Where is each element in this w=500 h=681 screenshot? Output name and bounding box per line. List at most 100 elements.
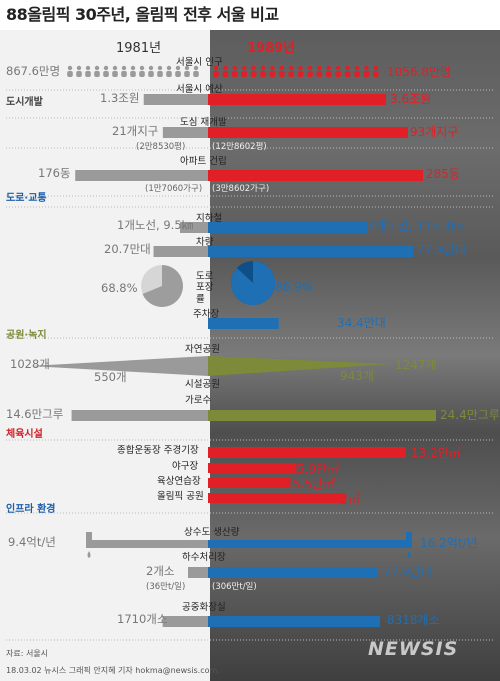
pipe-1981 [88,540,208,548]
bar-1989-16 [208,567,378,578]
year-right: 1989년 [247,41,296,56]
value-water-1989: 16.2억t/년 [420,536,478,550]
person-icon [242,65,247,71]
person-icon [130,71,136,77]
value-stadium-1989: 13.2만㎡ [411,446,461,460]
person-icon [354,65,360,71]
person-icon [223,65,228,71]
person-icon [139,65,145,71]
person-icon [336,65,341,71]
person-icon [270,65,275,71]
value-toilets-1989: 8318개소 [387,613,440,627]
person-icon [121,65,127,71]
value-sewage-1989: 77.9만대 [383,565,432,579]
label-toilets: 공중화장실 [182,602,226,613]
left-background [0,30,210,681]
bar-1989-12 [208,463,297,473]
label-redevelopment: 도심 재개발 [180,117,227,128]
value-facility-park-1989: 943개 [340,369,374,383]
year-left: 1981년 [116,41,162,56]
pie-paving-1989 [230,261,275,306]
section-road: 도로·교통 [6,193,47,204]
person-icon [345,65,350,71]
value-budget-1989: 3.6조원 [390,92,432,106]
person-icon [193,65,199,71]
person-icon [326,65,331,71]
person-icon [184,71,190,77]
person-icon [251,65,256,71]
person-icon [193,71,199,77]
value-sewage-1981: 2개소 [146,564,175,578]
sub-sewage-1989: (306만t/일) [212,582,257,592]
sub-sewage-1981: (36만t/일) [146,582,186,592]
sub-redevelopment-1981: (2만8530평) [136,142,186,152]
person-icon [232,65,237,71]
bar-1989-13 [208,478,291,488]
bar-1989-5 [208,246,413,257]
label-athletics: 육상연습장 [157,476,201,487]
person-icon [317,65,322,71]
faucet-1989 [406,532,412,548]
section-park: 공원·녹지 [6,330,47,341]
person-icon [67,71,73,77]
person-icon [184,65,190,71]
value-paving-1989: 86.9% [275,280,314,294]
sub-redevelopment-1989: (12만8602평) [212,142,267,152]
bar-1981-3 [75,170,208,181]
person-icon [260,65,266,71]
label-facility-park: 시설공원 [185,379,220,390]
bar-1989-17 [208,616,380,627]
label-population: 서울시 인구 [176,57,223,68]
value-trees-1981: 14.6만그루 [6,407,64,421]
bar-1989-10 [208,410,436,421]
value-baseball-1989: 5.9만㎡ [297,462,340,476]
value-facility-park-1981: 550개 [94,370,127,384]
person-icon [76,71,82,77]
bar-1981-1 [143,94,208,105]
label-olympic-park: 올림픽 공원 [157,491,204,502]
value-natural-park-1981: 1028개 [10,357,50,371]
label-parking: 주차장 [193,309,220,320]
person-icon [213,71,219,77]
person-icon [241,71,247,77]
value-parking-1989: 34.4만대 [337,316,386,330]
bar-1989-7 [208,318,279,329]
person-icon [363,71,370,77]
person-icon [112,65,118,71]
value-vehicles-1981: 20.7만대 [104,242,151,256]
person-icon [139,71,145,77]
value-toilets-1981: 1710개소 [117,612,168,626]
section-sports: 체육시설 [6,429,43,440]
person-icon [157,71,163,77]
drop-1989 [407,551,411,558]
label-paving: 도로 포장률 [196,271,214,305]
person-icon [260,71,266,77]
label-sewage: 하수처리장 [182,552,226,563]
bar-1981-17 [162,616,208,627]
value-budget-1981: 1.3조원 [100,91,140,105]
value-population-1989: 1056.8만명 [387,65,452,79]
person-icon [279,71,285,77]
person-icon [269,71,276,77]
bar-1989-1 [208,94,386,105]
source-note: 자료: 서울시 [6,649,49,658]
bar-1981-2 [162,127,208,138]
credit-note: 18.03.02 뉴시스 그래픽 안지혜 기자 hokma@newsis.com [6,666,218,675]
person-icon [373,65,378,71]
person-icon [85,65,91,71]
bar-1981-10 [71,410,209,421]
person-icon [76,65,82,71]
chart-title: 88올림픽 30주년, 올림픽 전후 서울 비교 [6,5,279,24]
person-icon [222,71,229,77]
section-urban: 도시개발 [6,97,43,108]
bar-1981-16 [188,567,208,578]
value-population-1981: 867.6만명 [6,64,61,78]
value-paving-1981: 68.8% [101,281,138,295]
value-redevelopment-1989: 93개지구 [410,125,459,139]
section-infra: 인프라 환경 [6,504,56,515]
person-icon [289,65,294,71]
value-apartments-1981: 176동 [38,166,71,180]
value-trees-1989: 24.4만그루 [440,408,500,422]
person-icon [307,65,313,71]
